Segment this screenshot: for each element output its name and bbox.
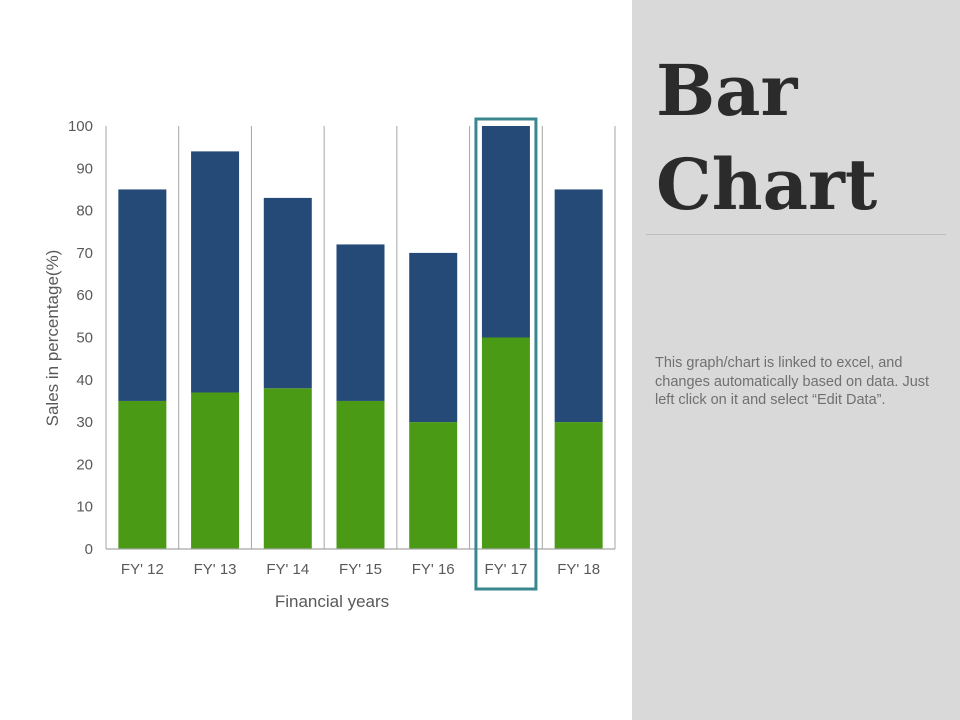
y-tick-label: 10 bbox=[76, 499, 93, 516]
bar-segment[interactable] bbox=[263, 388, 312, 549]
bar-segment[interactable] bbox=[481, 126, 530, 338]
bar-segment[interactable] bbox=[481, 337, 530, 550]
y-tick-label: 50 bbox=[76, 330, 93, 347]
stacked-bar-chart[interactable]: 0 10 20 30 40 50 60 70 80 90 100 FY' 12 FY' 13 FY' 14… bbox=[0, 0, 632, 720]
bar-segment[interactable] bbox=[336, 400, 385, 549]
bar-segment[interactable] bbox=[554, 189, 603, 423]
bar-segment[interactable] bbox=[409, 252, 458, 423]
highlight-box bbox=[474, 117, 538, 591]
y-tick-label: 30 bbox=[76, 414, 93, 431]
y-tick-label: 70 bbox=[76, 245, 93, 262]
slide-title: Bar Chart bbox=[656, 49, 878, 226]
y-tick-label: 80 bbox=[76, 203, 93, 220]
x-tick-label: FY' 14 bbox=[266, 561, 309, 578]
bar-segment[interactable] bbox=[118, 189, 167, 401]
y-tick-label: 100 bbox=[68, 118, 93, 135]
y-tick-label: 40 bbox=[76, 372, 93, 389]
x-tick-label: FY' 15 bbox=[339, 561, 382, 578]
bar-segment[interactable] bbox=[118, 400, 167, 549]
title-divider bbox=[646, 234, 946, 235]
chart-area[interactable]: 0 10 20 30 40 50 60 70 80 90 100 FY' 12 FY' 13 FY' 14… bbox=[0, 0, 632, 720]
x-tick-label: FY' 12 bbox=[121, 561, 164, 578]
x-tick-label: FY' 17 bbox=[484, 561, 527, 578]
bar-segment[interactable] bbox=[554, 422, 603, 549]
y-tick-label: 20 bbox=[76, 456, 93, 473]
bar-segment[interactable] bbox=[191, 392, 240, 549]
y-tick-label: 60 bbox=[76, 287, 93, 304]
bar-segment[interactable] bbox=[409, 422, 458, 549]
x-tick-label: FY' 18 bbox=[557, 561, 600, 578]
bar-segment[interactable] bbox=[263, 197, 312, 389]
bar-segment[interactable] bbox=[336, 244, 385, 401]
x-tick-label: FY' 13 bbox=[194, 561, 237, 578]
x-tick-label: FY' 16 bbox=[412, 561, 455, 578]
y-tick-label: 90 bbox=[76, 160, 93, 177]
y-axis-title: Sales in percentage(%) bbox=[43, 250, 62, 427]
side-panel: Bar Chart This graph/chart is linked to … bbox=[632, 0, 960, 720]
slide-description: This graph/chart is linked to excel, and… bbox=[655, 355, 930, 408]
y-tick-label: 0 bbox=[85, 541, 93, 558]
bar-segment[interactable] bbox=[191, 151, 240, 393]
x-axis-title: Financial years bbox=[275, 592, 389, 611]
